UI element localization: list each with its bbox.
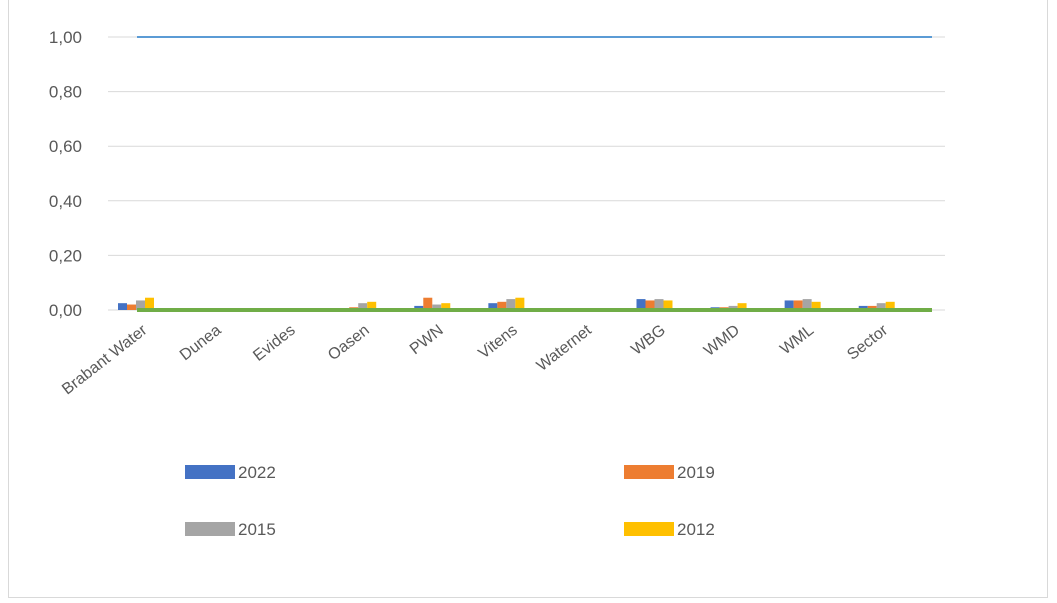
bar-2019-wml xyxy=(793,300,803,310)
y-tick-label: 1,00 xyxy=(49,28,82,47)
bar-2022-vitens xyxy=(488,303,498,310)
y-tick-label: 0,60 xyxy=(49,137,82,156)
bar-2012-wmd xyxy=(737,303,747,310)
bar-2019-pwn xyxy=(423,297,433,310)
x-category-label: Vitens xyxy=(476,322,521,363)
legend-swatch-2019 xyxy=(624,465,674,479)
bar-2015-wml xyxy=(802,299,812,310)
x-category-label: Brabant Water xyxy=(59,321,151,398)
bar-2019-brabant-water xyxy=(127,304,136,310)
x-category-label: WML xyxy=(777,322,817,358)
bar-2022-brabant-water xyxy=(118,303,127,310)
y-tick-label: 0,80 xyxy=(49,83,82,102)
legend-swatch-2022 xyxy=(185,465,235,479)
bar-2012-brabant-water xyxy=(145,297,154,310)
legend-swatch-2015 xyxy=(185,522,235,536)
bar-2022-wml xyxy=(784,300,794,310)
bar-2019-wbg xyxy=(645,300,655,310)
y-tick-label: 0,00 xyxy=(49,301,82,320)
legend-label-2019: 2019 xyxy=(677,463,715,482)
bar-2015-vitens xyxy=(506,299,516,310)
bar-2022-sector xyxy=(858,305,868,310)
legend-label-2015: 2015 xyxy=(238,520,276,539)
legend-swatch-2012 xyxy=(624,522,674,536)
x-category-label: Dunea xyxy=(177,322,225,364)
bar-2012-wbg xyxy=(663,300,673,310)
x-category-label: WBG xyxy=(628,322,669,359)
legend-label-2022: 2022 xyxy=(238,463,276,482)
bar-2019-vitens xyxy=(497,301,507,310)
bar-2015-brabant-water xyxy=(136,300,145,310)
bar-2012-wml xyxy=(811,301,821,310)
legend-label-2012: 2012 xyxy=(677,520,715,539)
bar-2015-pwn xyxy=(432,304,442,310)
bar-2015-wmd xyxy=(728,305,738,310)
x-category-label: PWN xyxy=(407,322,447,358)
bar-2012-oasen xyxy=(367,301,377,310)
bar-2022-wbg xyxy=(636,299,646,310)
chart-frame xyxy=(8,0,1048,598)
bar-2019-sector xyxy=(867,305,877,310)
x-category-label: Oasen xyxy=(325,322,373,364)
bar-2015-sector xyxy=(876,303,886,310)
bar-2015-oasen xyxy=(358,303,368,310)
y-tick-label: 0,40 xyxy=(49,192,82,211)
bar-2022-pwn xyxy=(414,305,424,310)
y-tick-label: 0,20 xyxy=(49,246,82,265)
x-category-label: WMD xyxy=(701,322,743,360)
bar-2012-sector xyxy=(885,301,895,310)
bar-2012-vitens xyxy=(515,297,525,310)
x-category-label: Evides xyxy=(250,322,298,365)
x-category-label: Sector xyxy=(844,321,891,363)
bar-2012-pwn xyxy=(441,303,451,310)
x-category-label: Waternet xyxy=(534,321,596,374)
bar-2015-wbg xyxy=(654,299,664,310)
